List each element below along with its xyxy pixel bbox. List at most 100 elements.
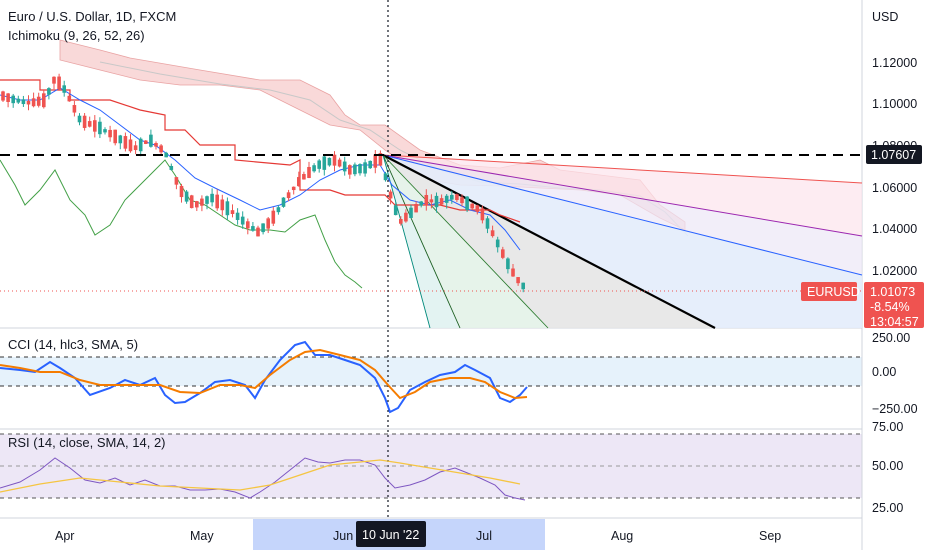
fan-line-dark-green xyxy=(382,154,461,329)
candle xyxy=(307,166,311,179)
candle xyxy=(302,174,306,180)
crosshair-date: 10 Jun '22 xyxy=(362,528,419,542)
time-label: Jun xyxy=(333,529,353,543)
candle xyxy=(93,120,97,132)
candle xyxy=(169,165,174,170)
candle xyxy=(195,201,199,208)
candle xyxy=(36,96,41,106)
candle xyxy=(271,210,276,224)
candle xyxy=(220,199,225,211)
time-label: Jul xyxy=(476,529,492,543)
candle xyxy=(16,98,21,103)
last-price: 1.01073 xyxy=(870,285,915,299)
candle xyxy=(332,154,337,166)
candle xyxy=(82,115,87,128)
candle xyxy=(490,230,495,237)
candle xyxy=(322,156,327,170)
price-change: -8.54% xyxy=(870,300,910,314)
candle xyxy=(103,129,107,133)
candle xyxy=(1,91,5,101)
candle xyxy=(67,95,72,102)
rsi-title[interactable]: RSI (14, close, SMA, 14, 2) xyxy=(8,435,166,450)
candle xyxy=(353,164,357,175)
candle xyxy=(495,239,500,248)
candle xyxy=(409,207,413,218)
rsi-tick: 25.00 xyxy=(872,501,903,515)
candle xyxy=(159,145,163,153)
candle xyxy=(42,93,46,108)
candle xyxy=(6,93,10,102)
candle xyxy=(174,177,179,185)
candle xyxy=(414,204,418,213)
candle xyxy=(235,212,240,220)
candle xyxy=(149,134,153,147)
price-tick: 1.06000 xyxy=(872,181,917,195)
candle xyxy=(26,100,31,105)
cci-tick: −250.00 xyxy=(872,402,918,416)
candlestick-series xyxy=(1,73,525,293)
rsi-ma-line xyxy=(0,459,521,493)
candle xyxy=(11,95,15,104)
candle xyxy=(373,154,378,168)
candle xyxy=(470,203,474,209)
fan-line-red xyxy=(382,154,863,184)
candle xyxy=(98,121,102,135)
candle xyxy=(246,221,250,229)
candle xyxy=(511,268,515,277)
candle xyxy=(77,115,82,123)
candle xyxy=(485,218,490,229)
candle xyxy=(429,199,434,203)
candle xyxy=(215,194,219,209)
fan-line-black xyxy=(382,154,716,329)
candle xyxy=(47,88,51,95)
candle xyxy=(337,159,342,167)
candle xyxy=(133,145,138,151)
candle xyxy=(261,223,265,233)
price-tick: 1.02000 xyxy=(872,264,917,278)
candle xyxy=(460,197,464,204)
cci-title[interactable]: CCI (14, hlc3, SMA, 5) xyxy=(8,337,138,352)
candle xyxy=(225,201,230,216)
candle xyxy=(317,160,321,169)
candle xyxy=(230,210,235,214)
candle xyxy=(348,165,352,175)
cci-tick: 250.00 xyxy=(872,331,910,345)
candle xyxy=(424,194,429,206)
candle xyxy=(251,226,255,231)
indicator-ichimoku-label[interactable]: Ichimoku (9, 26, 52, 26) xyxy=(8,28,145,43)
candle xyxy=(200,198,204,206)
candle xyxy=(393,205,398,216)
candle xyxy=(210,193,214,203)
candle xyxy=(368,160,372,169)
candle xyxy=(52,76,56,84)
time-label: Apr xyxy=(55,529,74,543)
candle xyxy=(439,198,444,205)
candle xyxy=(240,216,245,225)
rsi-band xyxy=(0,434,862,498)
fan-line-purple xyxy=(382,154,863,237)
candle xyxy=(419,201,423,206)
candle xyxy=(118,135,123,144)
candle xyxy=(128,139,133,152)
candle xyxy=(108,129,112,138)
candle xyxy=(113,129,117,144)
candle xyxy=(506,258,510,270)
candle xyxy=(363,162,367,174)
candle xyxy=(465,196,469,210)
candle xyxy=(179,185,184,198)
candle xyxy=(516,277,520,284)
symbol-label-box xyxy=(801,282,857,301)
cci-ma-line xyxy=(0,348,528,400)
candle xyxy=(434,195,439,208)
candle xyxy=(404,212,408,222)
fan-zone-blue xyxy=(383,155,862,328)
crosshair-date-box xyxy=(356,521,426,547)
candle xyxy=(444,195,449,203)
candle xyxy=(21,99,26,105)
cci-line xyxy=(0,340,528,414)
candle xyxy=(164,152,168,158)
candle xyxy=(138,138,143,152)
candle xyxy=(388,191,393,199)
price-tick: 1.10000 xyxy=(872,97,917,111)
